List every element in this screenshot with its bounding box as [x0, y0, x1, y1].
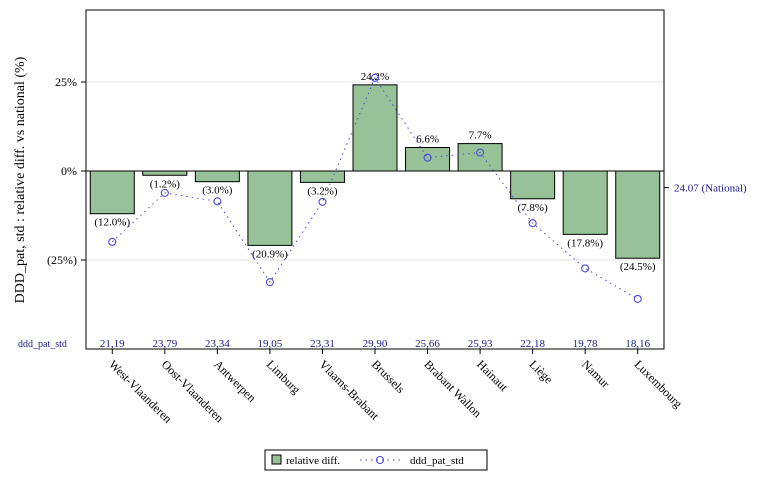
y-axis-label: DDD_pat, std : relative diff. vs nationa…: [13, 56, 28, 303]
bar: [142, 170, 188, 176]
legend-bar-swatch: [271, 454, 282, 465]
bar-data-label: (12.0%): [94, 217, 130, 229]
line-marker: [108, 237, 117, 246]
legend-marker-swatch: [375, 455, 385, 465]
legend-label: relative diff.: [286, 455, 340, 467]
table-cell: 23,34: [205, 338, 230, 350]
bar: [457, 143, 503, 172]
y-tick-label: 25%: [55, 75, 77, 89]
bar-data-label: (17.8%): [567, 237, 603, 249]
table-cell: 19,78: [573, 338, 598, 350]
line-path: [111, 76, 638, 300]
line-marker: [265, 278, 274, 287]
x-tick-label: Limburg: [264, 357, 303, 396]
bar-data-label: (1.2%): [150, 178, 181, 190]
bar: [194, 170, 240, 183]
x-tick-label: Hainaut: [474, 357, 511, 394]
line-marker: [633, 294, 642, 303]
table-cell: 23,79: [152, 338, 177, 350]
bar-data-label: (3.2%): [307, 185, 338, 197]
bar: [405, 147, 451, 172]
bar: [615, 170, 661, 259]
bar-data-label: (24.5%): [620, 261, 656, 273]
x-tick-label: Antwerpen: [211, 357, 259, 405]
bar-data-label: 7.7%: [469, 130, 492, 142]
bar-data-label: 6.6%: [416, 134, 439, 146]
y-tick-label: (25%): [47, 253, 77, 267]
line-marker: [476, 148, 485, 157]
bar: [510, 170, 556, 200]
table-cell: 19,05: [258, 338, 283, 350]
line-marker: [581, 264, 590, 273]
table-cell: 25,93: [468, 338, 493, 350]
table-cell: 23,31: [310, 338, 335, 350]
value-table: ddd_pat_std 21,19 23,79 23,34 19,05 23,31 29,9…: [18, 338, 651, 350]
table-cell: 25,66: [415, 338, 440, 350]
line-marker: [318, 197, 327, 206]
bar-data-label: (3.0%): [202, 185, 233, 197]
legend-label: ddd_pat_std: [410, 455, 464, 467]
bar: [247, 170, 293, 246]
bar-series: (12.0%) (1.2%) (3.0%) (20.9%) (3.2%) 24.2% 6.6…: [86, 71, 664, 273]
line-marker: [370, 73, 380, 82]
y-tick-label: 0%: [61, 164, 77, 178]
bar: [562, 170, 608, 235]
table-cell: 21,19: [100, 338, 125, 350]
table-cell: 29,90: [363, 338, 388, 350]
bar-data-label: (7.8%): [518, 202, 549, 214]
line-marker: [160, 188, 169, 197]
legend: relative diff. ddd_pat_std: [264, 449, 488, 471]
x-tick-label: Brussels: [369, 357, 408, 396]
bar: [89, 170, 135, 215]
bar: [352, 84, 398, 172]
table-cell: 18,16: [625, 338, 650, 350]
table-cell: 22,18: [520, 338, 545, 350]
line-series: [108, 73, 642, 303]
line-marker: [528, 219, 537, 228]
x-tick-label: Liège: [527, 357, 556, 386]
line-marker: [423, 153, 432, 162]
bar-data-label: (20.9%): [252, 248, 288, 260]
bar-data-label: 24.2%: [361, 71, 389, 83]
line-marker: [213, 197, 222, 206]
x-tick-label: Namur: [579, 357, 612, 390]
y-axis: 24.07 (National) 25% 0% (25%): [47, 75, 747, 267]
table-row-label: ddd_pat_std: [18, 339, 67, 350]
bar: [299, 170, 345, 183]
x-tick-label: Luxembourg: [632, 357, 686, 411]
reference-label: 24.07 (National): [674, 183, 747, 195]
